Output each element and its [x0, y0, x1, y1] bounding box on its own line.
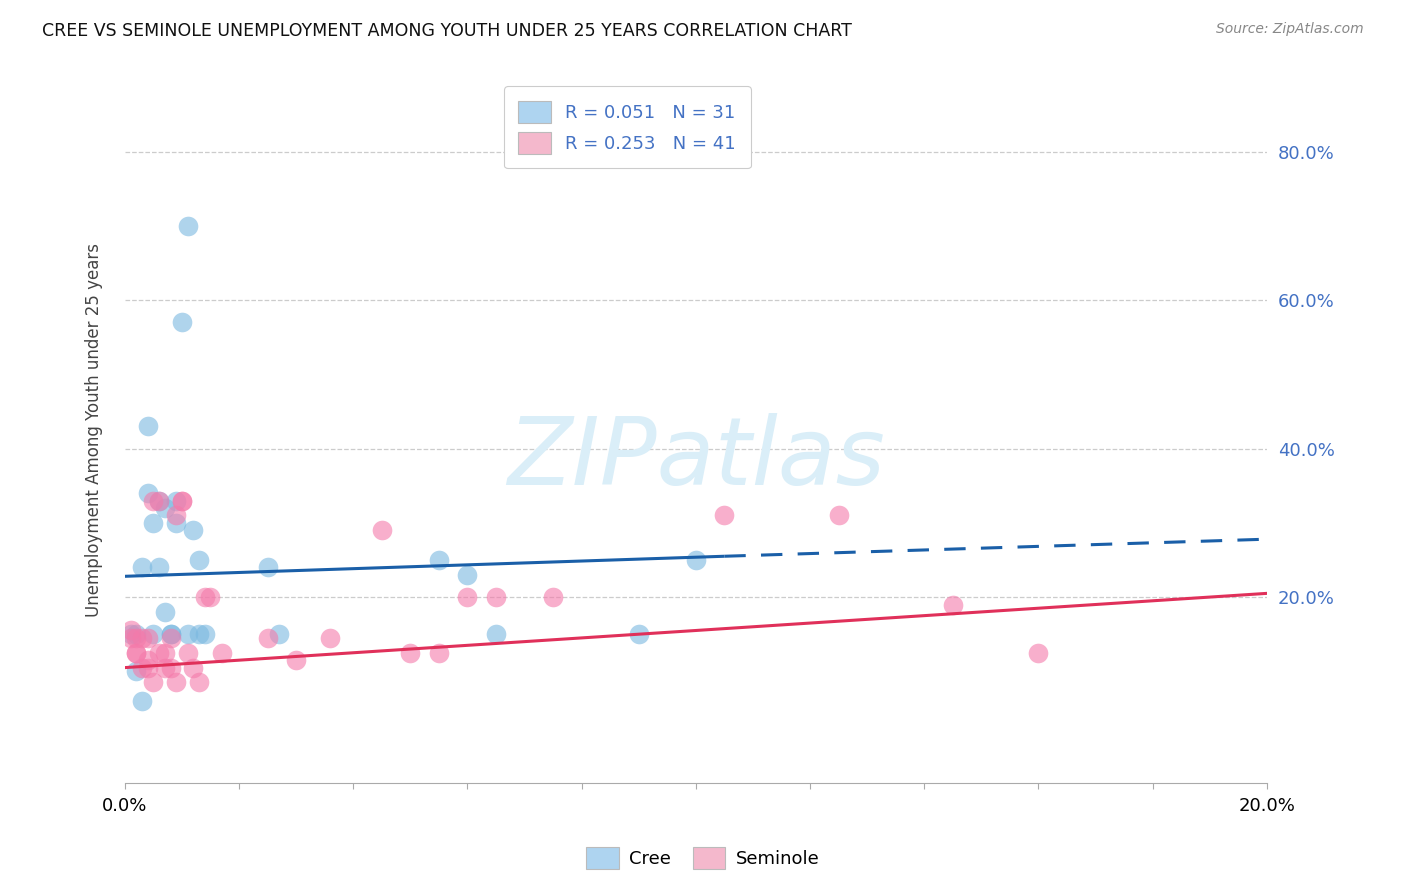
Text: CREE VS SEMINOLE UNEMPLOYMENT AMONG YOUTH UNDER 25 YEARS CORRELATION CHART: CREE VS SEMINOLE UNEMPLOYMENT AMONG YOUT… — [42, 22, 852, 40]
Point — [142, 627, 165, 641]
Point — [165, 675, 187, 690]
Point — [256, 631, 278, 645]
Point — [200, 590, 222, 604]
Point — [942, 598, 965, 612]
Point — [136, 631, 159, 645]
Point — [485, 627, 508, 641]
Point — [159, 627, 181, 641]
Point — [456, 567, 478, 582]
Point — [188, 627, 211, 641]
Point — [153, 660, 176, 674]
Point — [165, 516, 187, 530]
Point — [153, 501, 176, 516]
Point — [170, 493, 193, 508]
Point — [176, 219, 198, 233]
Point — [125, 646, 148, 660]
Point — [148, 646, 170, 660]
Point — [153, 605, 176, 619]
Point — [170, 315, 193, 329]
Point — [136, 486, 159, 500]
Point — [285, 653, 308, 667]
Point — [371, 523, 394, 537]
Point — [131, 560, 153, 574]
Point — [256, 560, 278, 574]
Point — [194, 590, 217, 604]
Legend: R = 0.051   N = 31, R = 0.253   N = 41: R = 0.051 N = 31, R = 0.253 N = 41 — [505, 87, 751, 169]
Point — [125, 631, 148, 645]
Point — [159, 660, 181, 674]
Point — [159, 631, 181, 645]
Legend: Cree, Seminole: Cree, Seminole — [579, 839, 827, 876]
Text: ZIPatlas: ZIPatlas — [508, 413, 884, 504]
Point — [183, 660, 205, 674]
Point — [131, 631, 153, 645]
Point — [125, 665, 148, 679]
Point — [827, 508, 849, 523]
Text: Source: ZipAtlas.com: Source: ZipAtlas.com — [1216, 22, 1364, 37]
Point — [142, 493, 165, 508]
Point — [153, 646, 176, 660]
Point — [120, 627, 142, 641]
Point — [131, 660, 153, 674]
Point — [148, 560, 170, 574]
Point — [176, 627, 198, 641]
Point — [685, 553, 707, 567]
Point — [120, 624, 142, 638]
Point — [170, 493, 193, 508]
Point — [183, 523, 205, 537]
Point — [541, 590, 564, 604]
Point — [148, 493, 170, 508]
Point — [142, 675, 165, 690]
Point — [427, 646, 450, 660]
Point — [125, 646, 148, 660]
Point — [427, 553, 450, 567]
Point — [399, 646, 422, 660]
Point — [194, 627, 217, 641]
Point — [176, 646, 198, 660]
Point — [148, 493, 170, 508]
Point — [136, 653, 159, 667]
Point — [211, 646, 233, 660]
Point — [1028, 646, 1050, 660]
Point — [120, 631, 142, 645]
Point — [142, 516, 165, 530]
Point — [319, 631, 342, 645]
Point — [188, 553, 211, 567]
Point — [713, 508, 735, 523]
Point — [456, 590, 478, 604]
Point — [485, 590, 508, 604]
Point — [627, 627, 650, 641]
Point — [125, 627, 148, 641]
Point — [267, 627, 290, 641]
Point — [136, 419, 159, 434]
Point — [165, 508, 187, 523]
Point — [159, 627, 181, 641]
Point — [165, 493, 187, 508]
Point — [131, 694, 153, 708]
Point — [136, 660, 159, 674]
Y-axis label: Unemployment Among Youth under 25 years: Unemployment Among Youth under 25 years — [86, 243, 103, 617]
Point — [188, 675, 211, 690]
